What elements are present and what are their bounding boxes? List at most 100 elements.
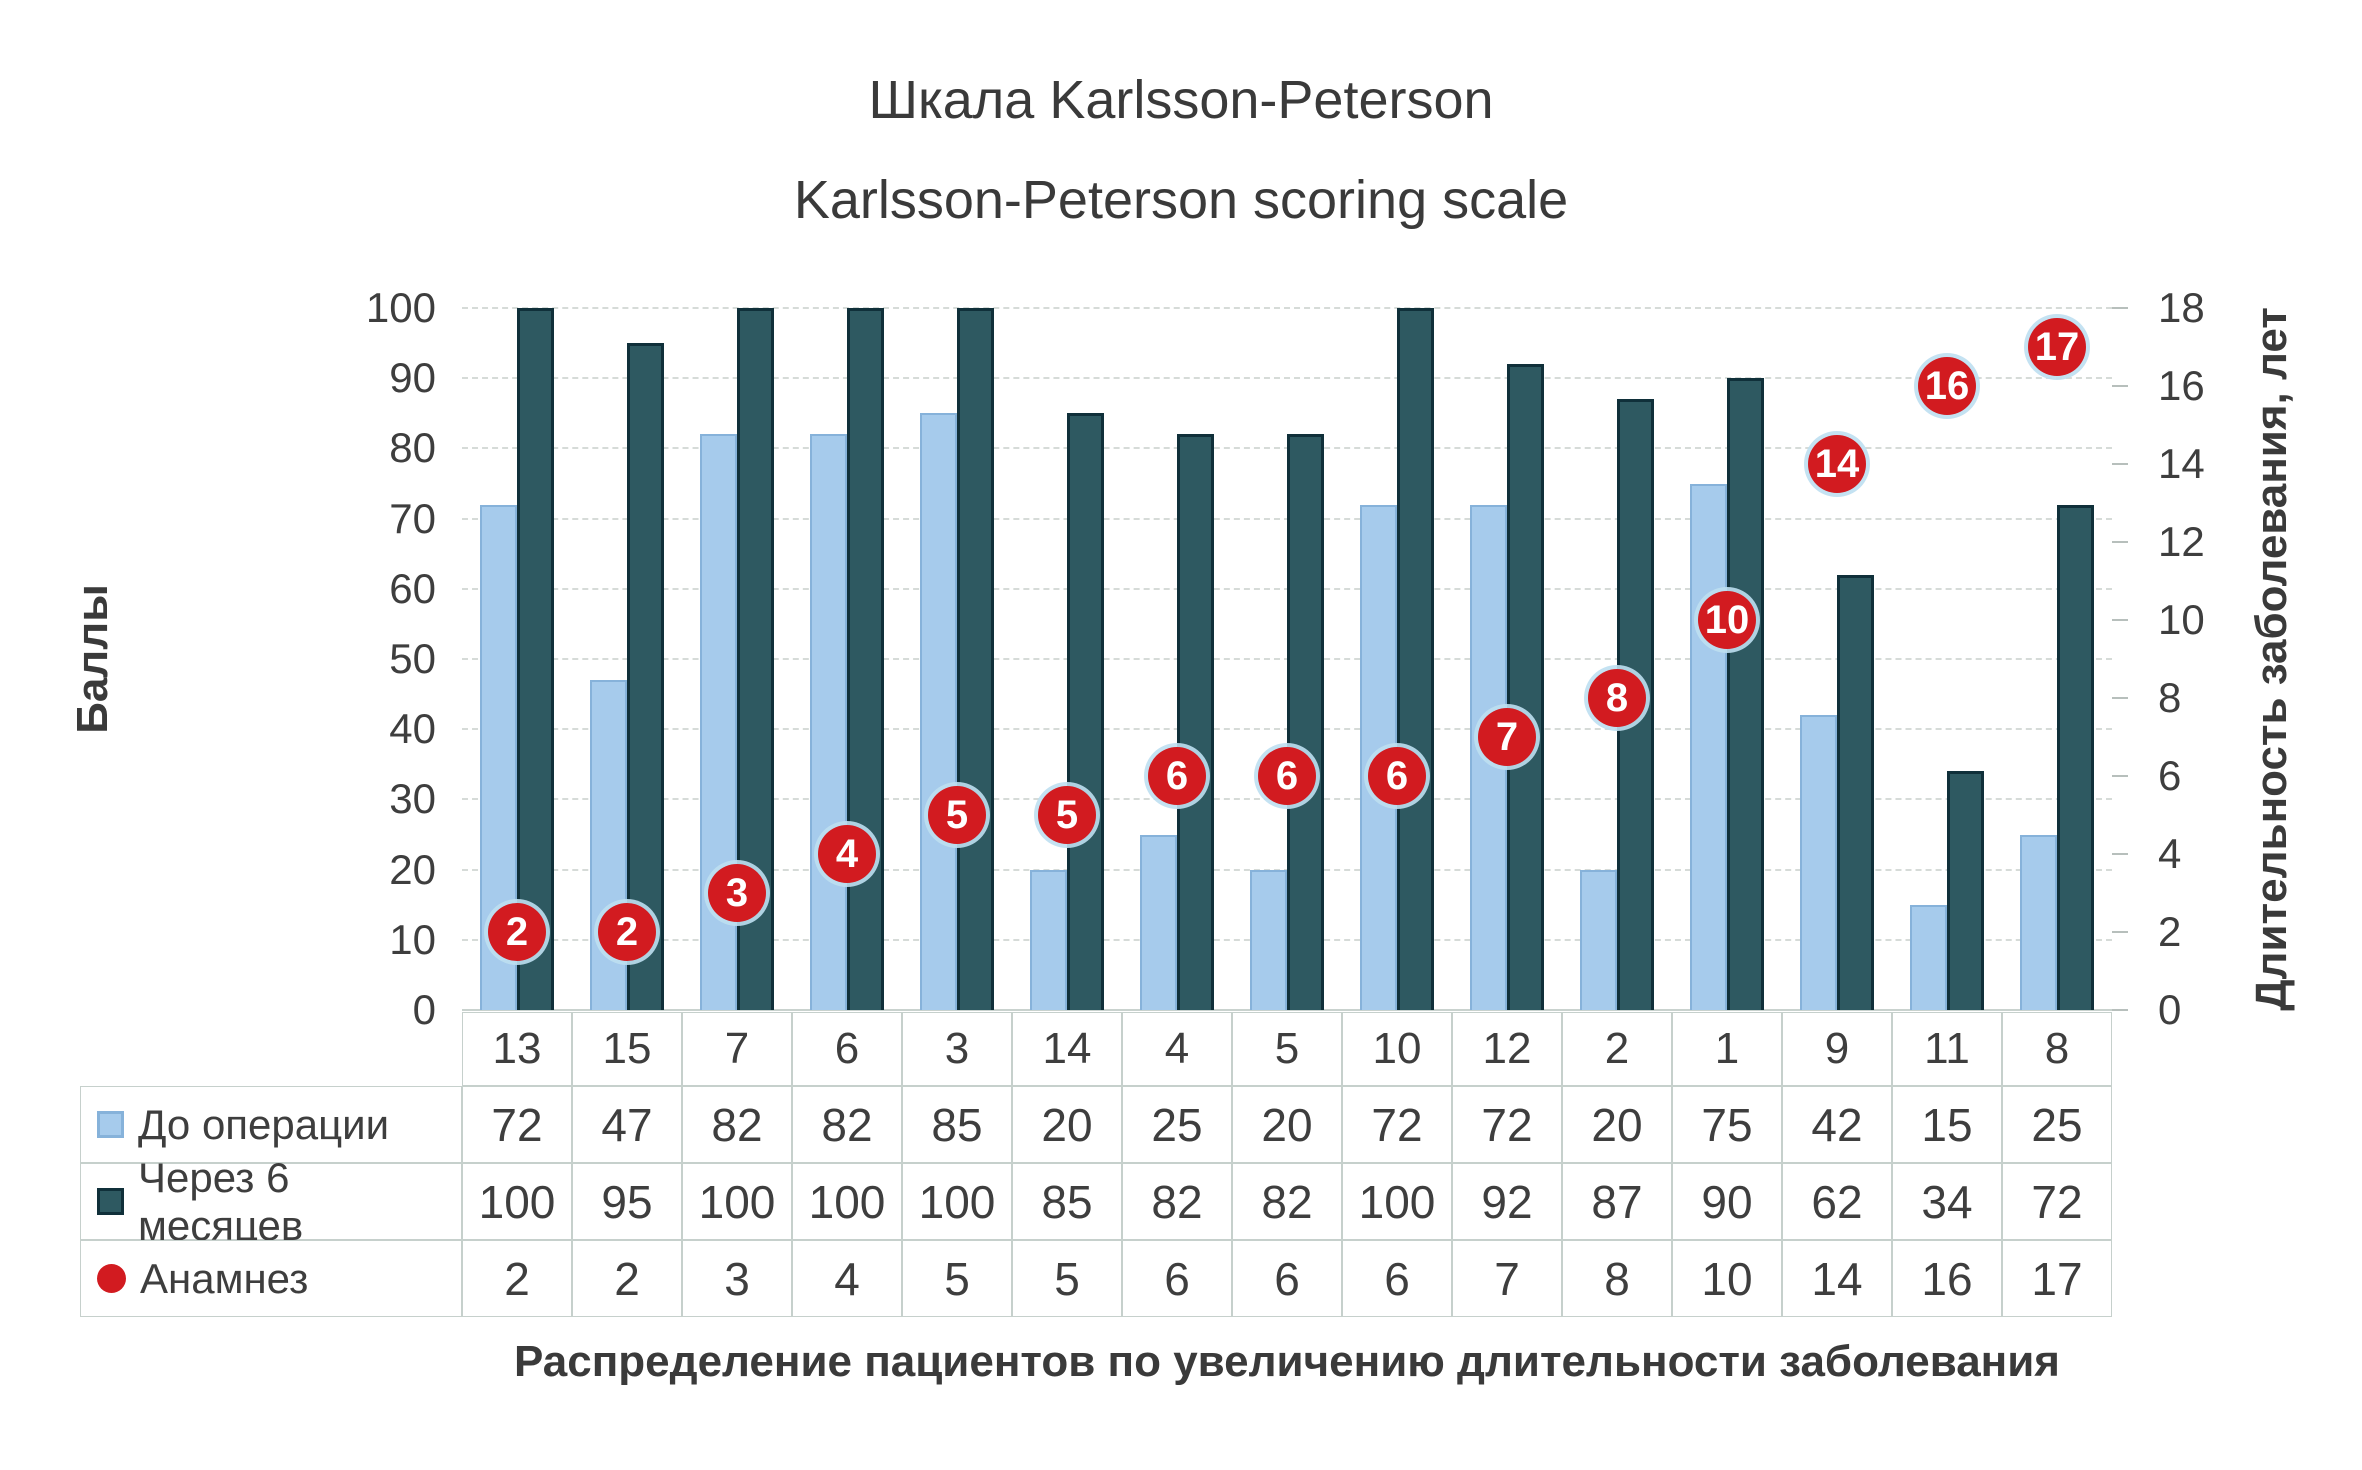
left-axis-tick-label: 90 bbox=[389, 354, 436, 402]
left-axis-tick-label: 70 bbox=[389, 494, 436, 542]
legend-label: Через 6 месяцев bbox=[138, 1153, 304, 1249]
bar-after-6-months bbox=[957, 308, 994, 1010]
anamnesis-marker: 3 bbox=[708, 864, 766, 922]
bar-before-surgery bbox=[810, 434, 847, 1010]
anamnesis-marker: 8 bbox=[1588, 669, 1646, 727]
right-axis-tick bbox=[2112, 697, 2128, 699]
anamnesis-marker: 6 bbox=[1148, 747, 1206, 805]
bar-after-6-months bbox=[1397, 308, 1434, 1010]
bar-before-surgery bbox=[1580, 869, 1617, 1010]
anamnesis-marker: 6 bbox=[1368, 747, 1426, 805]
table-value-cell: 4 bbox=[792, 1240, 902, 1317]
gridline bbox=[462, 307, 2112, 309]
gridline bbox=[462, 377, 2112, 380]
anamnesis-marker: 14 bbox=[1808, 435, 1866, 493]
left-axis-tick-label: 100 bbox=[365, 284, 436, 331]
category-header-cell: 11 bbox=[1892, 1012, 2002, 1086]
right-axis-tick-label: 14 bbox=[2158, 440, 2205, 487]
bar-before-surgery bbox=[1800, 715, 1837, 1010]
legend-label: Анамнез bbox=[140, 1254, 309, 1302]
table-value-cell: 82 bbox=[1232, 1163, 1342, 1240]
legend-cell: Через 6 месяцев bbox=[80, 1154, 462, 1249]
left-axis-tick-label: 30 bbox=[389, 775, 436, 823]
table-value-cell: 15 bbox=[1892, 1086, 2002, 1163]
plot-area: 2 2 3 4 5 5 6 6 6 7 8 10 14 16 17 bbox=[462, 307, 2112, 1011]
bar-after-6-months bbox=[517, 308, 554, 1010]
right-axis-tick bbox=[2112, 541, 2128, 543]
right-axis-tick-label: 4 bbox=[2158, 830, 2182, 877]
right-axis-tick-label: 8 bbox=[2158, 674, 2182, 721]
anamnesis-marker: 4 bbox=[818, 825, 876, 883]
category-header-cell: 10 bbox=[1342, 1012, 1452, 1086]
bar-after-6-months bbox=[1947, 771, 1984, 1010]
right-axis-tick-label: 16 bbox=[2158, 362, 2205, 409]
table-value-cell: 3 bbox=[682, 1240, 792, 1317]
table-value-cell: 6 bbox=[1342, 1240, 1452, 1317]
bar-before-surgery bbox=[920, 413, 957, 1010]
anamnesis-marker: 2 bbox=[488, 903, 546, 961]
table-value-cell: 82 bbox=[792, 1086, 902, 1163]
right-axis-tick bbox=[2112, 307, 2128, 309]
table-value-cell: 87 bbox=[1562, 1163, 1672, 1240]
category-header-cell: 6 bbox=[792, 1012, 902, 1086]
anamnesis-marker: 7 bbox=[1478, 708, 1536, 766]
left-axis-tick-label: 20 bbox=[389, 845, 436, 893]
anamnesis-marker: 10 bbox=[1698, 591, 1756, 649]
table-value-cell: 72 bbox=[2002, 1163, 2112, 1240]
right-axis-tick-label: 6 bbox=[2158, 752, 2182, 799]
table-value-cell: 100 bbox=[1342, 1163, 1452, 1240]
table-value-cell: 20 bbox=[1232, 1086, 1342, 1163]
right-axis-tick bbox=[2112, 853, 2128, 855]
table-value-cell: 85 bbox=[902, 1086, 1012, 1163]
table-value-cell: 8 bbox=[1562, 1240, 1672, 1317]
table-value-cell: 100 bbox=[792, 1163, 902, 1240]
right-axis-tick bbox=[2112, 385, 2128, 387]
table-value-cell: 16 bbox=[1892, 1240, 2002, 1317]
bar-after-6-months bbox=[1287, 434, 1324, 1010]
x-axis-line bbox=[462, 1009, 2112, 1011]
left-axis-tick-label: 0 bbox=[412, 986, 436, 1033]
table-value-cell: 42 bbox=[1782, 1086, 1892, 1163]
anamnesis-marker: 17 bbox=[2028, 318, 2086, 376]
category-header-cell: 4 bbox=[1122, 1012, 1232, 1086]
left-axis-tick-label: 40 bbox=[389, 705, 436, 753]
category-header-cell: 1 bbox=[1672, 1012, 1782, 1086]
table-value-cell: 14 bbox=[1782, 1240, 1892, 1317]
table-value-cell: 17 bbox=[2002, 1240, 2112, 1317]
category-header-cell: 14 bbox=[1012, 1012, 1122, 1086]
right-axis-tick-label: 2 bbox=[2158, 908, 2182, 955]
table-value-cell: 34 bbox=[1892, 1163, 2002, 1240]
anamnesis-marker: 6 bbox=[1258, 747, 1316, 805]
table-value-cell: 25 bbox=[1122, 1086, 1232, 1163]
right-axis-title: Длительность заболевания, лет bbox=[2247, 307, 2296, 1011]
category-header-cell: 8 bbox=[2002, 1012, 2112, 1086]
legend-marker-after-6-months bbox=[97, 1188, 124, 1215]
table-value-cell: 85 bbox=[1012, 1163, 1122, 1240]
bar-after-6-months bbox=[2057, 504, 2094, 1010]
table-value-cell: 82 bbox=[1122, 1163, 1232, 1240]
legend-label: До операции bbox=[138, 1100, 390, 1148]
bar-before-surgery bbox=[1690, 483, 1727, 1010]
bar-after-6-months bbox=[1177, 434, 1214, 1010]
table-value-cell: 72 bbox=[1342, 1086, 1452, 1163]
right-axis-tick-label: 18 bbox=[2158, 284, 2205, 331]
bar-after-6-months bbox=[1067, 413, 1104, 1010]
table-value-cell: 92 bbox=[1452, 1163, 1562, 1240]
bar-after-6-months bbox=[627, 343, 664, 1010]
table-value-cell: 72 bbox=[1452, 1086, 1562, 1163]
legend-cell: До операции bbox=[80, 1086, 462, 1163]
x-axis-title: Распределение пациентов по увеличению дл… bbox=[514, 1337, 2060, 1386]
category-header-cell: 3 bbox=[902, 1012, 1012, 1086]
bar-before-surgery bbox=[2020, 834, 2057, 1010]
chart-title-en: Karlsson-Peterson scoring scale bbox=[793, 170, 1569, 230]
bar-after-6-months bbox=[1507, 364, 1544, 1010]
table-value-cell: 2 bbox=[462, 1240, 572, 1317]
table-value-cell: 5 bbox=[1012, 1240, 1122, 1317]
table-value-cell: 90 bbox=[1672, 1163, 1782, 1240]
anamnesis-marker: 5 bbox=[928, 786, 986, 844]
bar-after-6-months bbox=[1837, 574, 1874, 1010]
right-axis-tick bbox=[2112, 463, 2128, 465]
table-value-cell: 2 bbox=[572, 1240, 682, 1317]
bar-before-surgery bbox=[1910, 904, 1947, 1010]
